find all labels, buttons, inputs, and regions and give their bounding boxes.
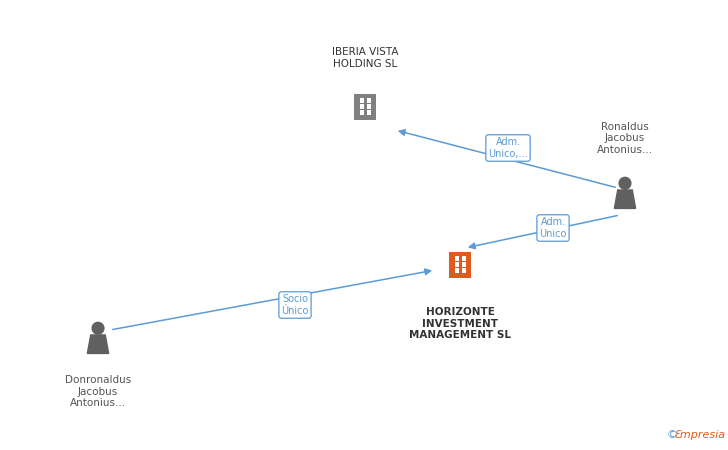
Bar xyxy=(462,268,466,273)
Text: Adm.
Unico,...: Adm. Unico,... xyxy=(488,137,528,159)
Circle shape xyxy=(619,177,631,189)
Text: Ronaldus
Jacobus
Antonius...: Ronaldus Jacobus Antonius... xyxy=(597,122,653,155)
Polygon shape xyxy=(614,190,636,208)
Text: Adm.
Unico: Adm. Unico xyxy=(539,217,566,239)
Bar xyxy=(455,256,459,261)
Bar xyxy=(449,252,470,279)
Text: HORIZONTE
INVESTMENT
MANAGEMENT SL: HORIZONTE INVESTMENT MANAGEMENT SL xyxy=(409,307,511,340)
Bar xyxy=(367,98,371,103)
Text: IBERIA VISTA
HOLDING SL: IBERIA VISTA HOLDING SL xyxy=(332,47,398,69)
Bar xyxy=(455,268,459,273)
Bar xyxy=(367,110,371,115)
Bar xyxy=(462,262,466,267)
Polygon shape xyxy=(87,335,108,353)
Text: Donronaldus
Jacobus
Antonius...: Donronaldus Jacobus Antonius... xyxy=(65,375,131,408)
Bar xyxy=(360,104,365,109)
Bar xyxy=(360,98,365,103)
Bar xyxy=(360,110,365,115)
Bar xyxy=(367,104,371,109)
Text: Socio
Único: Socio Único xyxy=(281,294,309,316)
Text: Ɛmpresia: Ɛmpresia xyxy=(674,430,726,440)
Circle shape xyxy=(92,322,104,334)
Bar xyxy=(462,256,466,261)
Bar xyxy=(355,94,376,121)
Bar xyxy=(455,262,459,267)
Text: ©: © xyxy=(667,430,678,440)
